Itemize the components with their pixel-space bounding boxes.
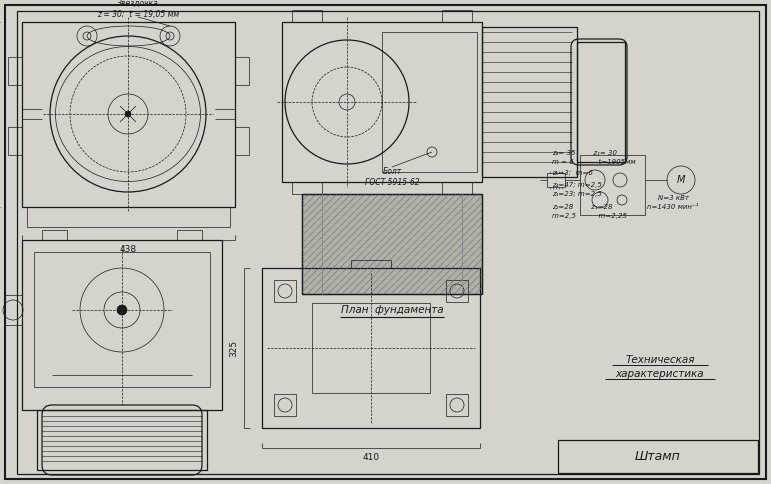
Text: 438: 438 (120, 244, 137, 254)
Bar (292, 10, 322, 22)
Text: характеристика: характеристика (616, 369, 705, 379)
Bar (4, 295, 22, 325)
Text: Техническая: Техническая (625, 355, 695, 365)
Bar (37, 410, 207, 470)
Text: z₂=28        z₁=28: z₂=28 z₁=28 (552, 204, 612, 210)
Bar (482, 27, 577, 177)
Text: z₃=23; m=2,5: z₃=23; m=2,5 (552, 191, 602, 197)
Bar (8, 57, 22, 85)
Text: План  фундамента: План фундамента (341, 305, 443, 315)
Bar (558, 440, 758, 473)
Bar (302, 194, 482, 294)
Bar (382, 32, 477, 172)
Bar (446, 394, 468, 416)
Text: Звёздочка
z = 30;  t = 19,05 мм: Звёздочка z = 30; t = 19,05 мм (97, 0, 179, 19)
Bar (292, 182, 322, 194)
Bar (22, 22, 235, 207)
Text: Штамп: Штамп (635, 451, 681, 464)
Text: z₅=3;  m=6: z₅=3; m=6 (552, 170, 593, 176)
Bar (235, 127, 249, 155)
Text: М: М (677, 175, 685, 185)
Text: 325: 325 (230, 339, 238, 357)
Bar (442, 10, 472, 22)
Text: z₄= 35        z₁= 30: z₄= 35 z₁= 30 (552, 150, 617, 156)
Bar (446, 280, 468, 302)
Text: N=3 кВт: N=3 кВт (658, 195, 689, 201)
Bar (282, 22, 482, 182)
Text: m = 6           t=1905мм: m = 6 t=1905мм (552, 159, 635, 165)
Bar (442, 182, 472, 194)
Bar (312, 303, 430, 393)
Text: m=2,5          m=2,25: m=2,5 m=2,25 (552, 213, 627, 219)
Text: 410: 410 (362, 454, 379, 463)
Bar (302, 194, 482, 294)
Bar (274, 280, 296, 302)
Text: n=1430 мин⁻¹: n=1430 мин⁻¹ (647, 204, 699, 210)
Circle shape (125, 111, 131, 117)
Bar (34, 252, 210, 387)
Bar (262, 268, 480, 428)
Bar (177, 230, 202, 240)
Text: Болт
ГОСТ 5915-62: Болт ГОСТ 5915-62 (365, 167, 419, 187)
Bar (22, 240, 222, 410)
Bar (235, 57, 249, 85)
Text: z₄=47; m=2,5: z₄=47; m=2,5 (552, 182, 602, 188)
Bar (274, 394, 296, 416)
Circle shape (117, 305, 127, 315)
Bar (42, 230, 67, 240)
Bar (27, 207, 230, 227)
Bar (8, 127, 22, 155)
Bar (580, 155, 645, 215)
Bar (547, 173, 565, 187)
Bar (577, 42, 625, 162)
